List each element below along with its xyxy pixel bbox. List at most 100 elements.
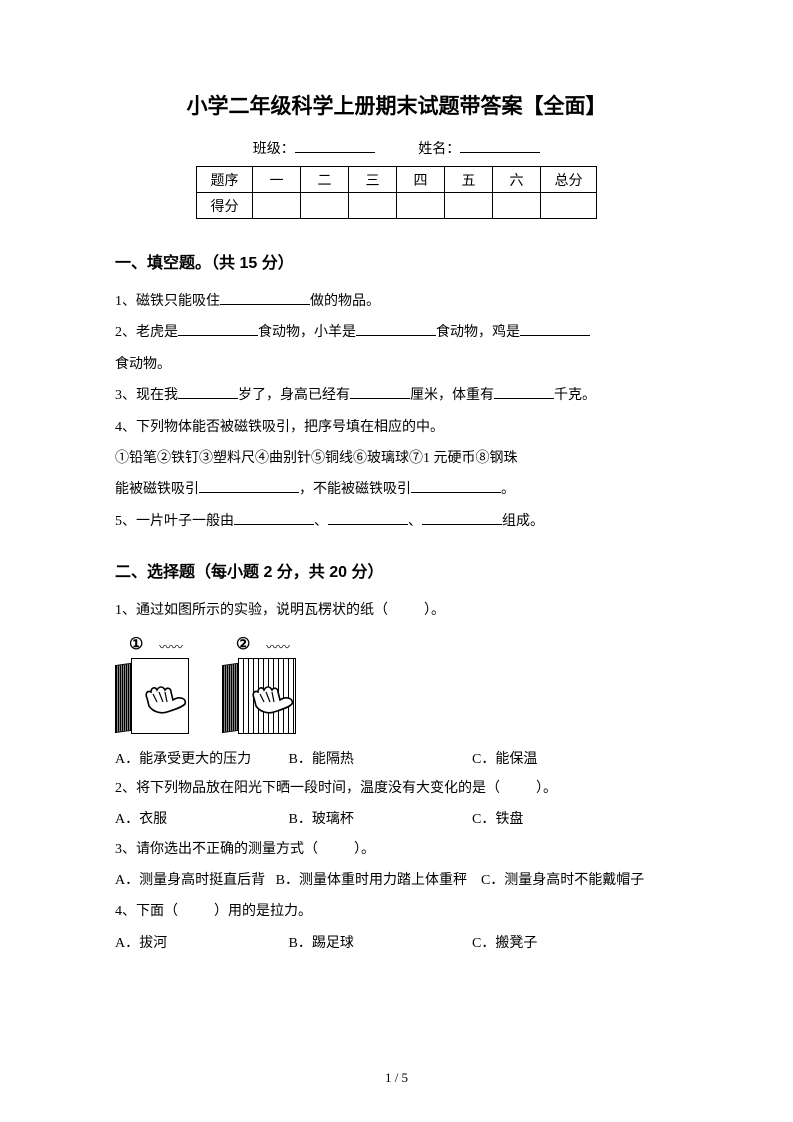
fill-blank[interactable] bbox=[520, 335, 590, 336]
s2-q1: 1、通过如图所示的实验，说明瓦楞状的纸（ ）。 bbox=[115, 596, 678, 625]
option-b[interactable]: B．测量体重时用力踏上体重秤 bbox=[276, 873, 467, 888]
q-text: 厘米，体重有 bbox=[410, 388, 494, 403]
q-text: 2、老虎是 bbox=[115, 325, 178, 340]
q-text: 做的物品。 bbox=[310, 294, 380, 309]
q-text: 岁了，身高已经有 bbox=[238, 388, 350, 403]
fill-blank[interactable] bbox=[350, 398, 410, 399]
q-text: 食动物，鸡是 bbox=[436, 325, 520, 340]
class-label: 班级： bbox=[253, 138, 295, 158]
q-text: 4、下面（ bbox=[115, 904, 178, 919]
s1-q5: 5、一片叶子一般由 、 、 组成。 bbox=[115, 507, 678, 536]
option-c[interactable]: C．铁盘 bbox=[472, 805, 523, 834]
fill-blank[interactable] bbox=[494, 398, 554, 399]
col-total: 总分 bbox=[541, 167, 597, 193]
q-text: 3、现在我 bbox=[115, 388, 178, 403]
s1-q3: 3、现在我 岁了，身高已经有 厘米，体重有 千克。 bbox=[115, 381, 678, 410]
option-a[interactable]: A．能承受更大的压力 bbox=[115, 745, 285, 774]
s2-q4: 4、下面（ ）用的是拉力。 bbox=[115, 897, 678, 926]
score-table: 题序 一 二 三 四 五 六 总分 得分 bbox=[196, 166, 597, 219]
option-c[interactable]: C．能保温 bbox=[472, 745, 537, 774]
fill-blank[interactable] bbox=[220, 304, 310, 305]
score-cell[interactable] bbox=[349, 193, 397, 219]
option-a[interactable]: A．衣服 bbox=[115, 805, 285, 834]
figure-2: ② 〰〰 bbox=[222, 634, 307, 739]
q-text: 1、通过如图所示的实验，说明瓦楞状的纸（ bbox=[115, 603, 388, 618]
hand-icon bbox=[139, 674, 199, 722]
book-flat-icon bbox=[115, 658, 200, 736]
s2-q3-options: A．测量身高时挺直后背 B．测量体重时用力踏上体重秤 C．测量身高时不能戴帽子 bbox=[115, 866, 678, 895]
q-text: ）。 bbox=[536, 781, 557, 796]
option-b[interactable]: B．玻璃杯 bbox=[289, 805, 469, 834]
q-text: 组成。 bbox=[502, 514, 544, 529]
book-corrugated-icon bbox=[222, 658, 307, 736]
heat-wave-icon: 〰〰 bbox=[266, 638, 290, 655]
s1-q2-cont: 食动物。 bbox=[115, 350, 678, 379]
name-label: 姓名： bbox=[418, 138, 460, 158]
fill-blank[interactable] bbox=[234, 524, 314, 525]
q-text: 千克。 bbox=[554, 388, 596, 403]
s2-q3: 3、请你选出不正确的测量方式（ ）。 bbox=[115, 835, 678, 864]
option-c[interactable]: C．测量身高时不能戴帽子 bbox=[481, 873, 644, 888]
name-blank[interactable] bbox=[460, 152, 540, 153]
col-6: 六 bbox=[493, 167, 541, 193]
fill-blank[interactable] bbox=[178, 398, 238, 399]
figure-num-1: ① bbox=[129, 634, 143, 654]
page-number: 1 / 5 bbox=[0, 1070, 793, 1086]
section1-heading: 一、填空题。（共 15 分） bbox=[115, 249, 678, 273]
fill-blank[interactable] bbox=[328, 524, 408, 525]
s1-q4-items: ①铅笔②铁钉③塑料尺④曲别针⑤铜线⑥玻璃球⑦1 元硬币⑧钢珠 bbox=[115, 444, 678, 473]
fill-blank[interactable] bbox=[356, 335, 436, 336]
q-text: 2、将下列物品放在阳光下晒一段时间，温度没有大变化的是（ bbox=[115, 781, 500, 796]
q-text: 、 bbox=[408, 514, 422, 529]
s1-q1: 1、磁铁只能吸住 做的物品。 bbox=[115, 287, 678, 316]
fill-blank[interactable] bbox=[411, 492, 501, 493]
section2-heading: 二、选择题（每小题 2 分，共 20 分） bbox=[115, 558, 678, 582]
q-text: 5、一片叶子一般由 bbox=[115, 514, 234, 529]
row1-label: 题序 bbox=[197, 167, 253, 193]
col-1: 一 bbox=[253, 167, 301, 193]
score-cell[interactable] bbox=[253, 193, 301, 219]
fill-blank[interactable] bbox=[422, 524, 502, 525]
s2-q1-options: A．能承受更大的压力 B．能隔热 C．能保温 bbox=[115, 745, 678, 774]
q-text: ）用的是拉力。 bbox=[214, 904, 312, 919]
option-b[interactable]: B．踢足球 bbox=[289, 929, 469, 958]
row2-label: 得分 bbox=[197, 193, 253, 219]
page-title: 小学二年级科学上册期末试题带答案【全面】 bbox=[115, 90, 678, 120]
q-text: ，不能被磁铁吸引 bbox=[299, 482, 411, 497]
option-a[interactable]: A．拔河 bbox=[115, 929, 285, 958]
figure-num-2: ② bbox=[236, 634, 250, 654]
q-text: 3、请你选出不正确的测量方式（ bbox=[115, 842, 318, 857]
col-3: 三 bbox=[349, 167, 397, 193]
figure-row: ① 〰〰 ② 〰〰 bbox=[115, 634, 678, 739]
q-text: 食动物。 bbox=[115, 357, 171, 372]
col-5: 五 bbox=[445, 167, 493, 193]
heat-wave-icon: 〰〰 bbox=[159, 638, 183, 655]
score-cell[interactable] bbox=[397, 193, 445, 219]
q-text: 1、磁铁只能吸住 bbox=[115, 294, 220, 309]
col-2: 二 bbox=[301, 167, 349, 193]
q-text: 食动物，小羊是 bbox=[258, 325, 356, 340]
class-blank[interactable] bbox=[295, 152, 375, 153]
table-row: 得分 bbox=[197, 193, 597, 219]
score-cell[interactable] bbox=[445, 193, 493, 219]
s1-q4: 4、下列物体能否被磁铁吸引，把序号填在相应的中。 bbox=[115, 413, 678, 442]
q-text: 能被磁铁吸引 bbox=[115, 482, 199, 497]
score-cell[interactable] bbox=[493, 193, 541, 219]
option-b[interactable]: B．能隔热 bbox=[289, 745, 469, 774]
s1-q2: 2、老虎是 食动物，小羊是 食动物，鸡是 bbox=[115, 318, 678, 347]
fill-blank[interactable] bbox=[199, 492, 299, 493]
option-c[interactable]: C．搬凳子 bbox=[472, 929, 537, 958]
fill-blank[interactable] bbox=[178, 335, 258, 336]
score-cell[interactable] bbox=[301, 193, 349, 219]
student-info-row: 班级： 姓名： bbox=[115, 138, 678, 158]
q-text: 。 bbox=[501, 482, 515, 497]
s2-q2: 2、将下列物品放在阳光下晒一段时间，温度没有大变化的是（ ）。 bbox=[115, 774, 678, 803]
option-a[interactable]: A．测量身高时挺直后背 bbox=[115, 873, 265, 888]
col-4: 四 bbox=[397, 167, 445, 193]
q-text: 、 bbox=[314, 514, 328, 529]
hand-icon bbox=[246, 674, 306, 722]
s2-q2-options: A．衣服 B．玻璃杯 C．铁盘 bbox=[115, 805, 678, 834]
score-total-cell[interactable] bbox=[541, 193, 597, 219]
q-text: ）。 bbox=[424, 603, 445, 618]
q-text: ）。 bbox=[354, 842, 375, 857]
